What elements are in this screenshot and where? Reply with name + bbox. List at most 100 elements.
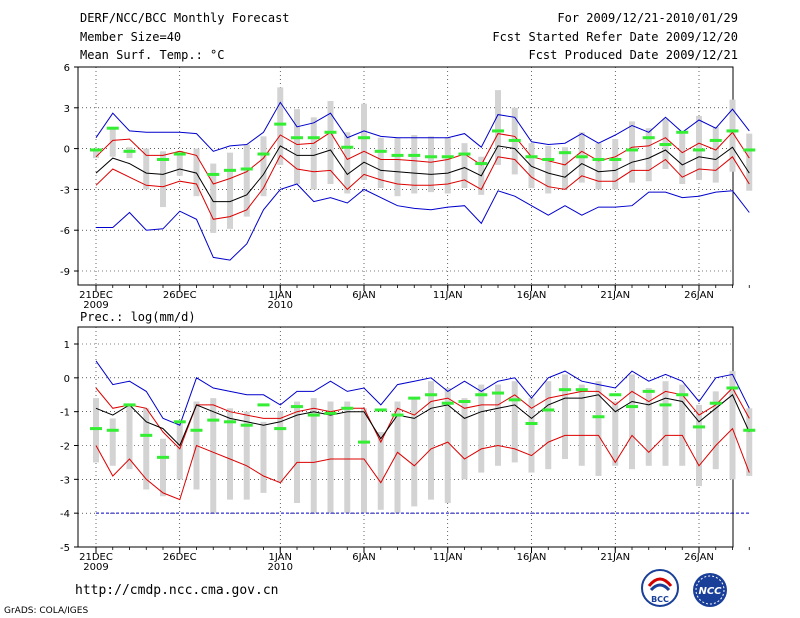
spread-box [411,398,418,507]
x-tick-year-label: 2009 [83,562,108,573]
x-tick-year-label: 2009 [83,300,108,311]
observed-marker [542,408,555,412]
spread-box [696,404,702,487]
series-line-lower [95,427,750,501]
spread-box [461,143,468,189]
observed-marker [291,136,303,140]
spread-box [528,398,535,473]
spread-box [578,384,585,466]
x-tick-label: 16JAN [517,290,547,301]
y-tick-label: -9 [60,267,70,278]
spread-box [227,152,233,229]
spread-box [160,438,166,497]
observed-marker [609,157,622,161]
spread-box [595,381,602,476]
spread-box [109,418,116,466]
observed-marker [274,122,287,126]
spread-box [93,398,99,463]
y-tick-label: -1 [60,408,70,419]
spread-box [545,381,552,470]
x-tick-year-label: 2010 [268,562,293,573]
spread-box [595,143,602,190]
spread-box [562,374,568,460]
spread-box [696,115,702,180]
forecast-period: For 2009/12/21-2010/01/29 [557,11,738,25]
x-tick-label: 21JAN [600,552,630,563]
observed-marker [609,393,622,397]
spread-box [377,137,384,189]
observed-marker [626,405,638,409]
spread-box [243,411,250,500]
spread-box [176,151,183,176]
spread-box [729,371,736,480]
observed-marker [475,162,488,166]
observed-marker [157,455,169,459]
series-line-max [95,360,750,426]
grads-credit: GrADS: COLA/IGES [4,606,89,616]
x-tick-label: 26DEC [163,552,197,563]
spread-box [109,128,116,157]
series-line-lower [95,154,750,220]
plot-frame [77,66,734,286]
observed-marker [726,129,739,133]
observed-marker [508,398,521,402]
observed-marker [458,400,471,404]
x-tick-label: 21JAN [600,290,630,301]
observed-marker [492,391,504,395]
observed-marker [709,138,722,142]
observed-marker [324,411,337,415]
spread-box [176,421,183,480]
spread-box [243,144,250,217]
series-line-max [95,101,750,152]
series-line-mean [95,394,750,447]
spread-box [327,101,334,184]
spread-box [210,398,217,514]
y-tick-label: 1 [64,340,70,351]
observed-marker [391,153,404,157]
spread-box [629,374,635,470]
observed-marker [374,149,387,153]
observed-marker [475,393,488,397]
observed-marker [743,148,756,152]
observed-marker [173,420,186,424]
spread-box [344,401,351,514]
observed-marker [106,428,119,432]
spread-box [394,401,401,514]
spread-box [511,381,518,463]
x-tick-label: 6JAN [352,552,375,563]
spread-box [562,147,568,190]
observed-marker [542,157,555,161]
spread-box [679,384,686,466]
spread-box [495,384,501,466]
observed-marker [240,423,253,427]
spread-box [294,401,300,504]
spread-box [478,384,485,473]
observed-marker [123,403,136,407]
series-line-upper [95,387,750,450]
y-tick-label: 6 [64,63,70,74]
observed-marker [190,428,203,432]
source-url[interactable]: http://cmdp.ncc.cma.gov.cn [75,583,279,598]
spread-box [746,133,753,191]
observed-marker [441,401,454,405]
spread-box [712,391,719,470]
observed-marker [90,148,102,152]
spread-box [746,408,753,476]
observed-marker [575,388,588,392]
spread-box [294,109,300,184]
observed-marker [676,130,689,134]
spread-box [428,136,434,193]
spread-box [645,128,652,182]
variable-label-precip: Prec.: log(mm/d) [80,310,196,324]
observed-marker [240,167,253,171]
x-tick-label: 26DEC [163,290,197,301]
observed-marker [492,129,504,133]
spread-box [612,139,619,190]
forecast-start-date: Fcst Started Refer Date 2009/12/20 [492,30,738,44]
observed-marker [626,148,638,152]
spread-box [444,137,451,194]
y-tick-label: 0 [64,145,70,156]
observed-marker [559,151,571,155]
observed-marker [709,401,722,405]
